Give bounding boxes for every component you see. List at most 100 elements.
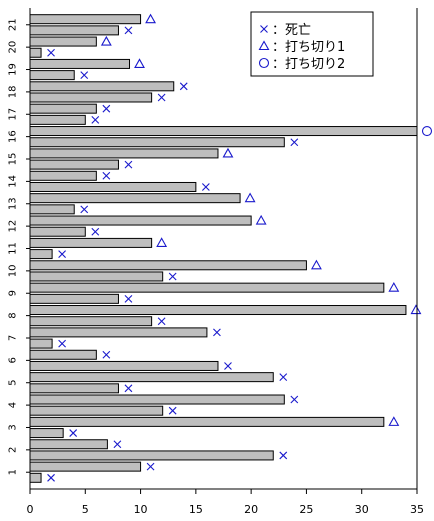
y-tick-label: 4 (8, 402, 19, 408)
bar-subject-12 (29, 215, 252, 226)
x-marker (157, 317, 166, 326)
x-marker (102, 171, 111, 180)
y-tick-label: 20 (8, 41, 19, 54)
x-marker (279, 451, 288, 460)
bar-subject-15 (29, 159, 119, 170)
bar-subject-6 (29, 360, 219, 371)
bar-subject-18 (29, 92, 153, 103)
legend-label: ：打ち切り1 (272, 40, 345, 55)
x-marker (58, 339, 67, 348)
y-tick-label: 2 (8, 447, 19, 453)
bar-subject-2 (29, 450, 274, 461)
legend-label: ：死亡 (272, 23, 311, 38)
y-tick-label: 7 (8, 335, 19, 341)
x-ticks: 0 5 10 15 20 25 30 35 (27, 489, 424, 516)
y-tick-label: 18 (8, 86, 19, 99)
legend-x-marker (260, 25, 268, 33)
x-tick-label: 0 (27, 503, 34, 516)
x-tick-label: 30 (355, 503, 369, 516)
legend-box (250, 11, 374, 77)
bar-subject-11 (29, 249, 53, 260)
bar-subject-8 (29, 305, 407, 316)
bar-subject-14 (29, 170, 97, 181)
bar-subject-5 (29, 372, 274, 383)
x-marker (146, 462, 155, 471)
x-marker (47, 48, 55, 57)
bar-subject-17 (29, 114, 86, 125)
x-marker (124, 26, 133, 35)
x-marker (279, 373, 288, 382)
x-marker (113, 440, 122, 449)
x-marker (290, 395, 299, 404)
y-tick-label: 10 (8, 265, 19, 278)
x-marker (224, 362, 232, 370)
y-tick-label: 15 (8, 153, 19, 166)
bar-subject-16 (29, 137, 285, 148)
x-marker (58, 250, 67, 258)
x-marker (80, 205, 89, 214)
x-marker (213, 328, 221, 337)
y-tick-label: 17 (8, 108, 19, 121)
x-marker (102, 104, 111, 113)
triangle-marker (388, 416, 400, 426)
y-tick-label: 16 (8, 130, 19, 143)
x-tick-label: 25 (299, 503, 313, 516)
bar-subject-9 (29, 293, 119, 304)
legend-label: ：打ち切り2 (272, 57, 345, 72)
x-marker (168, 272, 177, 281)
x-tick-label: 15 (189, 503, 203, 516)
y-tick-label: 5 (8, 380, 19, 386)
bar-subject-6 (29, 349, 97, 360)
x-marker (69, 429, 78, 437)
x-marker (47, 473, 55, 482)
triangle-marker (100, 35, 112, 46)
bar-subject-20 (29, 36, 97, 47)
bar-subject-19 (29, 58, 131, 69)
bar-subject-3 (29, 428, 64, 439)
x-tick-label: 10 (134, 503, 148, 516)
triangle-marker (145, 13, 157, 24)
x-marker (102, 350, 111, 359)
bar-subject-1 (29, 472, 42, 483)
triangle-marker (156, 237, 168, 247)
x-marker (290, 138, 299, 147)
bar-subject-1 (29, 461, 142, 472)
bars-layer (29, 14, 418, 483)
axes-layer (29, 8, 418, 490)
bar-subject-20 (29, 47, 42, 58)
circle-marker (421, 125, 433, 137)
bar-subject-21 (29, 14, 142, 25)
x-marker (124, 160, 133, 169)
x-marker (124, 294, 133, 303)
bar-subject-18 (29, 81, 175, 92)
bar-subject-7 (29, 327, 208, 338)
y-tick-label: 19 (8, 63, 19, 76)
x-tick-label: 20 (244, 503, 258, 516)
legend: ：死亡 ：打ち切り1 ：打ち切り2 (250, 11, 374, 77)
y-tick-label: 3 (8, 424, 19, 430)
y-tick-label: 12 (8, 220, 19, 233)
bar-subject-16 (29, 126, 418, 137)
bar-subject-14 (29, 181, 197, 192)
triangle-marker (388, 282, 400, 292)
y-tick-label: 8 (8, 312, 19, 318)
y-tick-label: 21 (8, 18, 19, 31)
bar-subject-19 (29, 70, 75, 81)
triangle-marker (222, 147, 234, 158)
bar-subject-10 (29, 271, 164, 282)
bar-subject-4 (29, 394, 285, 405)
markers-layer (47, 13, 433, 482)
bar-subject-10 (29, 260, 307, 271)
bar-subject-8 (29, 316, 153, 327)
bar-subject-21 (29, 25, 119, 36)
bar-subject-7 (29, 338, 53, 349)
legend-triangle-marker (258, 40, 270, 51)
bar-subject-12 (29, 226, 86, 237)
legend-circle-marker (258, 57, 270, 69)
x-tick-label: 5 (82, 503, 89, 516)
triangle-marker (410, 304, 422, 315)
x-marker (91, 227, 100, 236)
x-marker (91, 115, 100, 124)
triangle-marker (310, 259, 322, 270)
triangle-marker (134, 58, 145, 68)
